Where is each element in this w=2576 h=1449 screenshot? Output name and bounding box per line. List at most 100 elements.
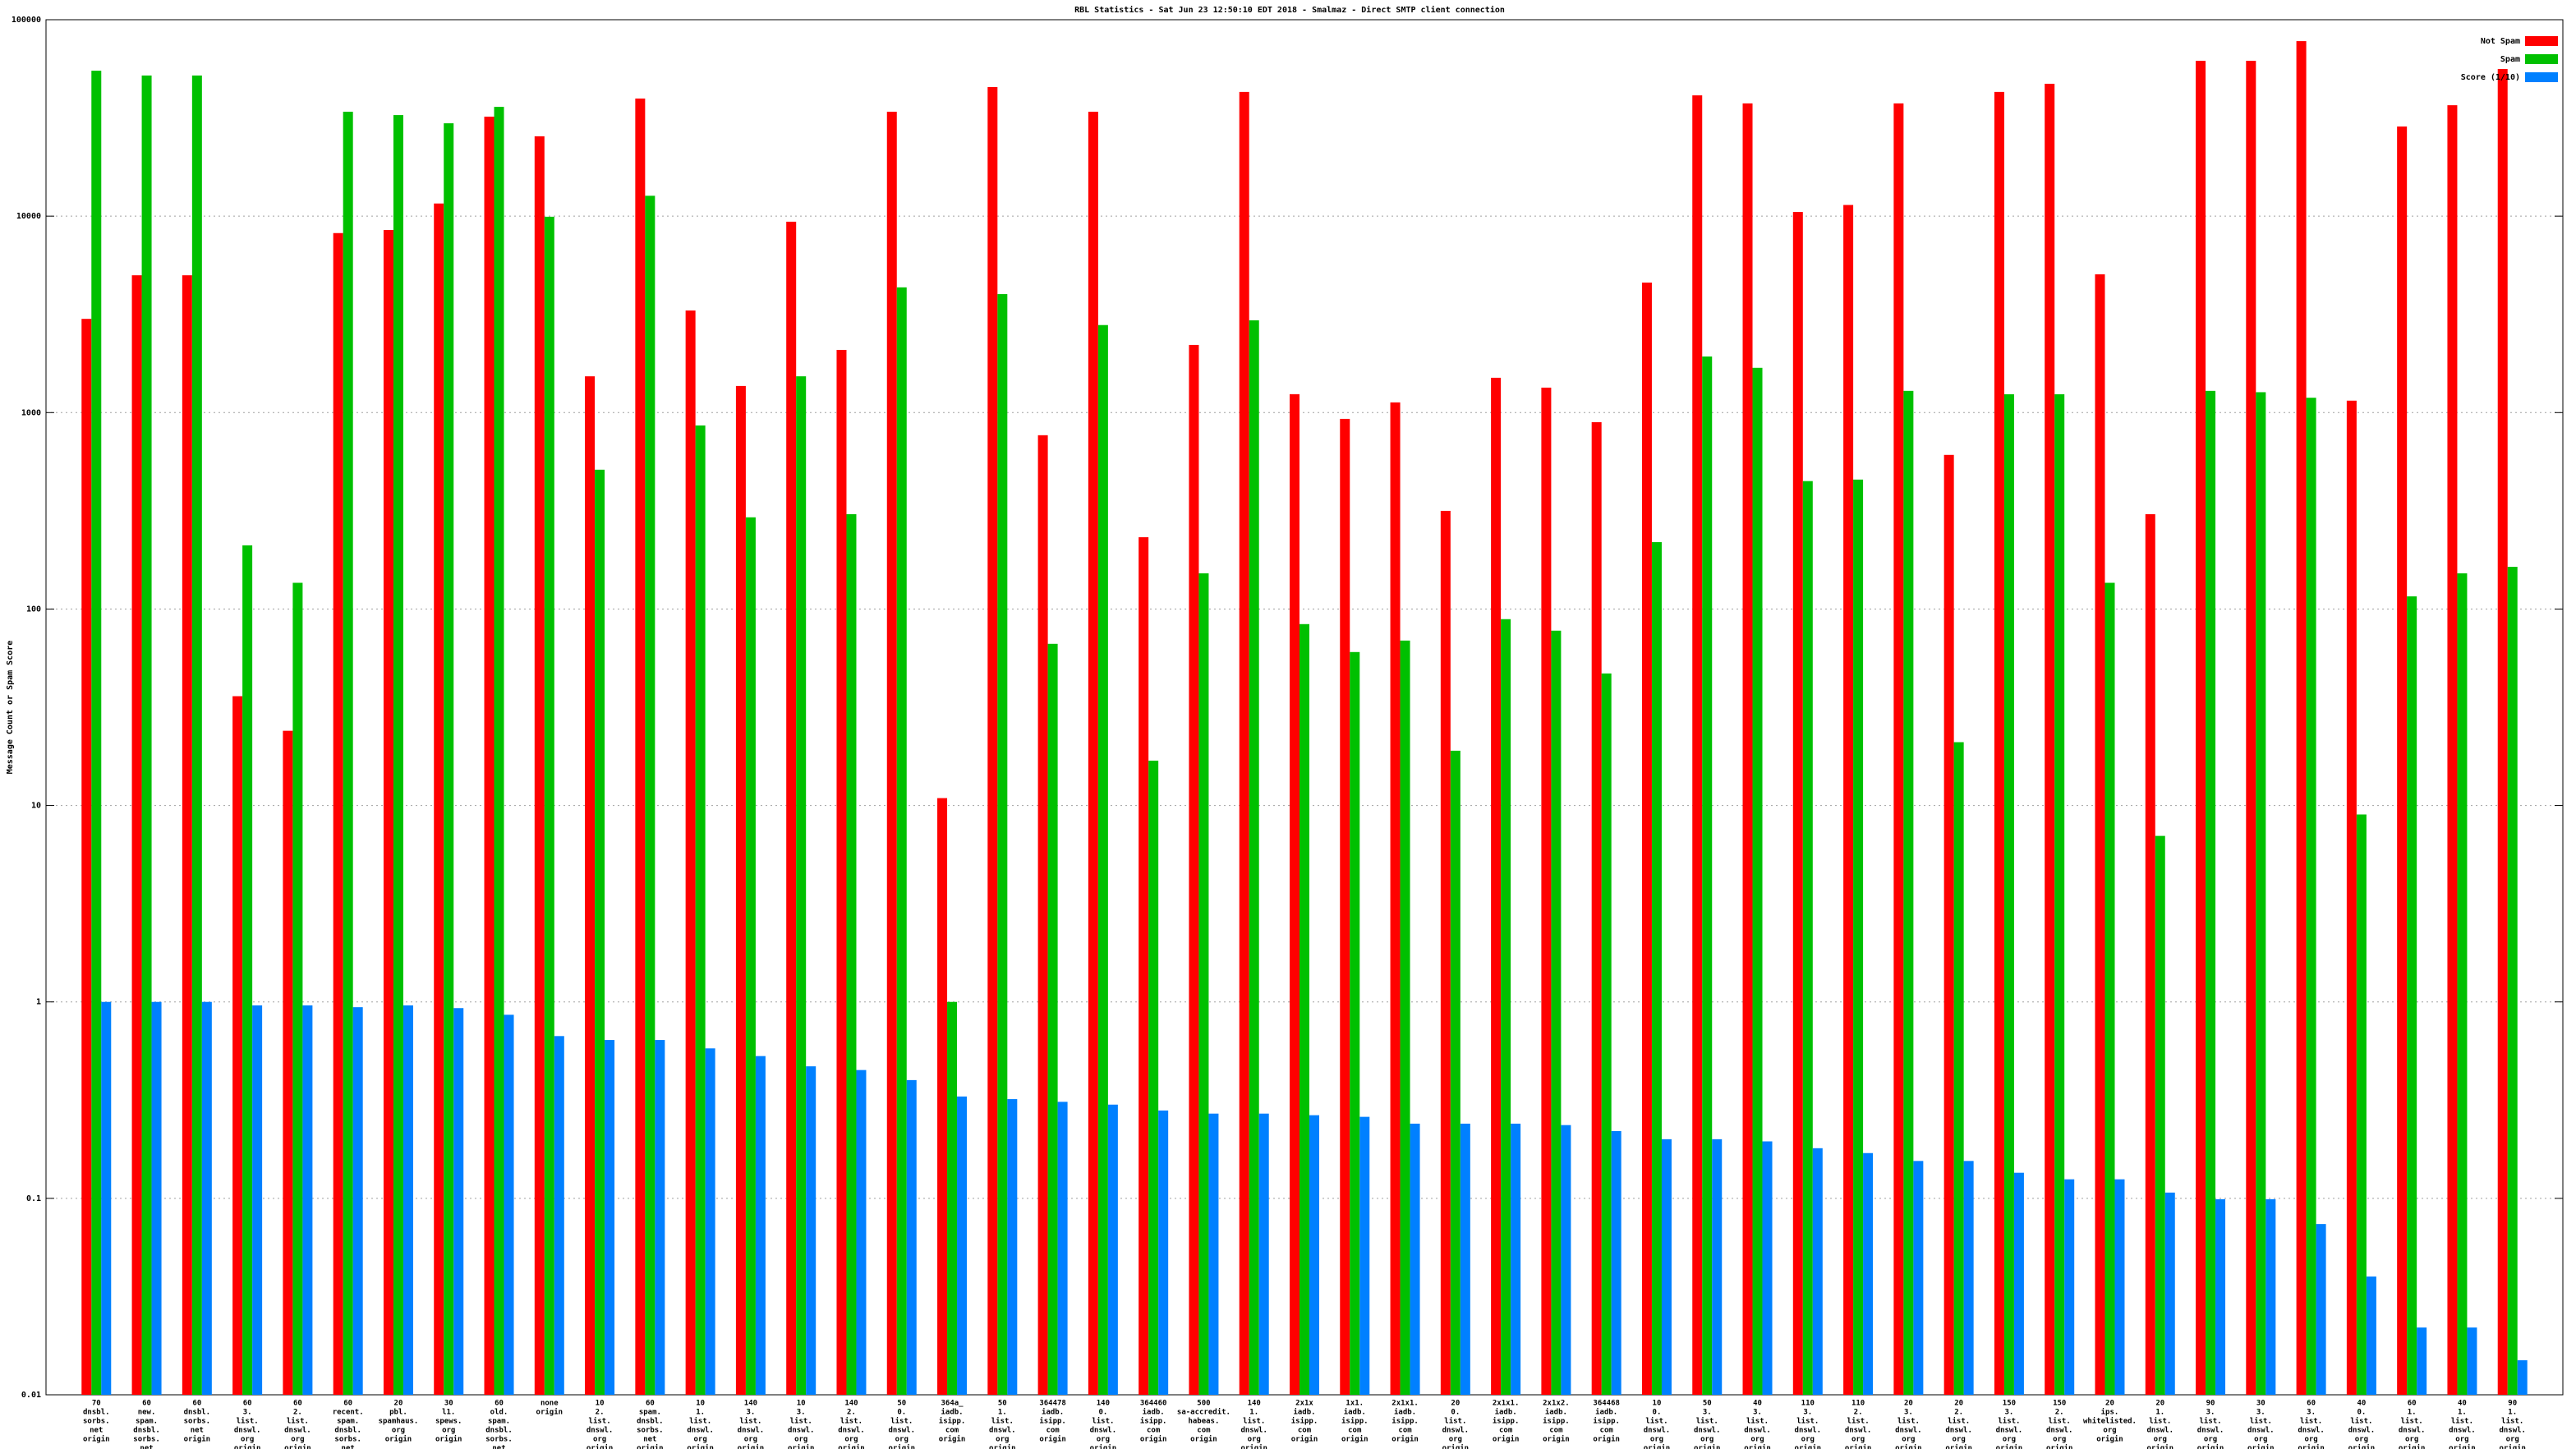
x-tick-label: 20 [394, 1400, 403, 1408]
x-tick-label: list. [287, 1417, 309, 1426]
x-tick-label: list. [2401, 1417, 2423, 1426]
bar [1249, 320, 1259, 1395]
x-tick-label: 364478 [1039, 1400, 1066, 1408]
bar [1491, 377, 1502, 1395]
x-tick-label: list. [689, 1417, 711, 1426]
bar [302, 1005, 313, 1395]
bar [685, 310, 696, 1396]
x-tick-label: list. [2501, 1417, 2523, 1426]
x-tick-label: 0. [1451, 1409, 1460, 1417]
bar [1097, 324, 1108, 1395]
x-tick-label: 50 [998, 1400, 1007, 1408]
bar [383, 230, 393, 1395]
y-tick-label: 100 [26, 605, 41, 614]
bar [2114, 1179, 2125, 1395]
bar [705, 1048, 715, 1395]
y-tick-label: 0.1 [26, 1194, 41, 1203]
x-tick-label: origin [1140, 1435, 1167, 1444]
x-tick-label: org [241, 1436, 254, 1444]
x-tick-label: list. [1898, 1417, 1920, 1426]
x-tick-label: 2. [1854, 1409, 1863, 1417]
x-tick-label: origin [989, 1444, 1016, 1449]
bar [585, 376, 596, 1396]
bar [735, 385, 746, 1395]
bar [1591, 421, 1602, 1395]
bar [151, 1001, 162, 1395]
x-tick-label: 40 [2458, 1400, 2467, 1408]
x-tick-label: org [794, 1436, 807, 1444]
x-tick-label: org [442, 1427, 455, 1435]
x-tick-label: recent. [333, 1409, 364, 1417]
bar [1047, 643, 1058, 1395]
x-tick-label: 30 [444, 1400, 453, 1408]
bar [1300, 623, 1309, 1395]
bar [2013, 1172, 2024, 1395]
y-tick-label: 0.01 [21, 1391, 41, 1400]
x-tick-label: com [1499, 1427, 1513, 1435]
x-tick-label: list. [1948, 1417, 1970, 1426]
x-tick-label: org [1449, 1436, 1462, 1444]
bar [1189, 344, 1199, 1395]
bar [131, 275, 142, 1395]
bar [2417, 1327, 2427, 1395]
x-tick-label: iadb. [1143, 1408, 1165, 1417]
legend-label: Spam [2500, 55, 2520, 64]
bar [444, 123, 454, 1395]
x-tick-label: sorbs. [334, 1436, 361, 1444]
x-tick-label: 60 [293, 1400, 302, 1408]
x-tick-label: dnswl. [2197, 1427, 2224, 1435]
bar [141, 75, 152, 1395]
x-tick-label: origin [2499, 1444, 2526, 1449]
bar [1812, 1148, 1823, 1395]
x-tick-label: origin [536, 1408, 564, 1417]
x-tick-label: com [1046, 1427, 1060, 1435]
x-tick-label: dnswl. [738, 1427, 765, 1435]
x-tick-label: origin [1493, 1435, 1520, 1444]
x-tick-label: 2x1x [1295, 1400, 1313, 1408]
x-tick-label: org [2254, 1436, 2267, 1444]
x-tick-label: origin [1039, 1435, 1066, 1444]
x-tick-label: origin [838, 1444, 865, 1449]
bar [595, 469, 605, 1395]
x-tick-label: isipp. [1543, 1417, 1570, 1426]
x-tick-label: origin [1190, 1435, 1217, 1444]
bar [333, 232, 343, 1395]
x-tick-label: sa-accredit. [1177, 1408, 1230, 1417]
x-tick-label: net [140, 1445, 153, 1449]
x-tick-label: dnsbl. [334, 1427, 361, 1435]
x-tick-label: 0. [897, 1409, 906, 1417]
x-tick-label: dnsbl. [184, 1409, 211, 1417]
x-tick-label: 1. [2408, 1409, 2417, 1417]
x-tick-label: list. [1796, 1417, 1819, 1426]
x-tick-label: org [2053, 1436, 2066, 1444]
x-tick-label: net [643, 1436, 656, 1444]
x-tick-label: list. [790, 1417, 812, 1426]
bar [2215, 1198, 2226, 1395]
x-tick-label: 2. [847, 1409, 856, 1417]
x-tick-label: list. [991, 1417, 1014, 1426]
bar [1208, 1113, 1219, 1395]
x-tick-label: 50 [897, 1400, 906, 1408]
x-tick-label: isipp. [939, 1417, 966, 1426]
bar [81, 319, 92, 1396]
x-tick-label: dnswl. [1240, 1427, 1267, 1435]
bar [2397, 126, 2408, 1395]
x-tick-label: sorbs. [133, 1436, 160, 1444]
bar [352, 1007, 363, 1395]
x-tick-label: org [1750, 1436, 1764, 1444]
bar [1551, 630, 1562, 1395]
x-tick-label: new. [138, 1409, 156, 1417]
x-tick-label: 3. [1803, 1409, 1812, 1417]
bar [1792, 212, 1803, 1396]
bar [292, 582, 303, 1395]
x-tick-label: origin [83, 1435, 110, 1444]
x-tick-label: origin [1543, 1435, 1570, 1444]
bar [2003, 393, 2014, 1395]
bar [2155, 835, 2165, 1395]
x-tick-label: 70 [92, 1400, 101, 1408]
x-tick-label: origin [2197, 1444, 2224, 1449]
bar [896, 287, 907, 1395]
x-tick-label: list. [2149, 1417, 2171, 1426]
x-tick-label: 1. [2508, 1409, 2517, 1417]
x-tick-label: 10 [797, 1400, 806, 1408]
